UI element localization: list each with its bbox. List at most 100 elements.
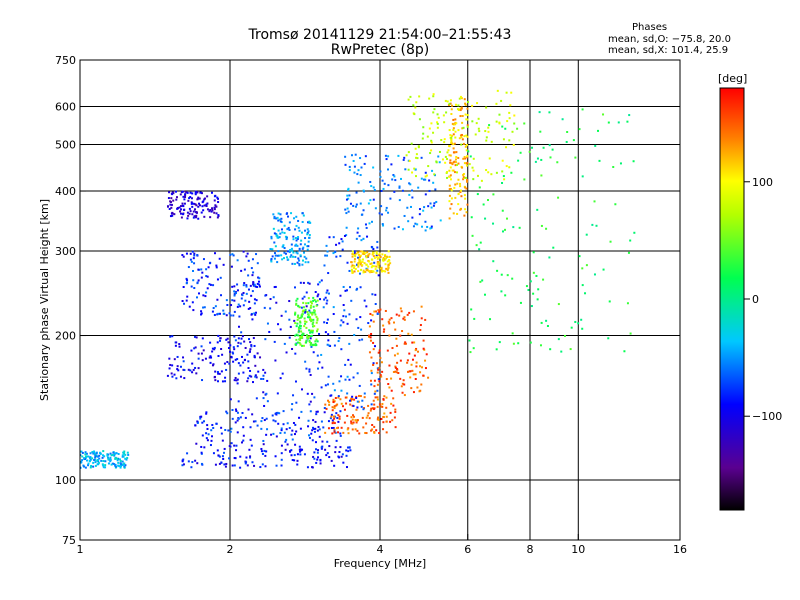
data-point — [477, 117, 480, 120]
data-point — [373, 345, 376, 348]
data-point — [241, 411, 244, 414]
data-point — [283, 224, 286, 227]
data-point — [527, 288, 530, 291]
data-point — [94, 458, 97, 461]
data-point — [253, 355, 256, 358]
data-point — [340, 348, 343, 351]
data-point — [316, 429, 319, 432]
data-point — [609, 240, 612, 243]
data-point — [193, 262, 196, 265]
grid-lines — [80, 60, 680, 540]
data-point — [424, 220, 427, 223]
data-point — [303, 320, 306, 323]
data-point — [328, 344, 331, 347]
data-point — [362, 408, 365, 411]
data-point — [120, 463, 123, 466]
data-point — [450, 136, 453, 139]
data-point — [211, 347, 214, 350]
data-point — [338, 417, 341, 420]
data-point — [197, 292, 200, 295]
data-point — [282, 410, 285, 413]
data-point — [210, 439, 213, 442]
data-point — [334, 397, 337, 400]
data-point — [275, 234, 278, 237]
data-point — [466, 203, 469, 206]
data-point — [296, 453, 299, 456]
data-point — [296, 318, 299, 321]
data-point — [464, 197, 467, 200]
data-point — [191, 371, 194, 374]
data-point — [298, 247, 301, 250]
data-point — [201, 379, 204, 382]
data-point — [387, 265, 390, 268]
data-point — [346, 446, 349, 449]
data-point — [512, 143, 515, 146]
data-point — [426, 135, 429, 138]
data-point — [93, 450, 96, 453]
data-point — [328, 445, 331, 448]
data-point — [284, 310, 287, 313]
data-point — [247, 259, 250, 262]
data-point — [368, 351, 371, 354]
data-point — [324, 384, 327, 387]
data-point — [343, 408, 346, 411]
data-point — [181, 190, 184, 193]
data-point — [359, 263, 362, 266]
data-point — [294, 443, 297, 446]
x-tick-label: 6 — [464, 543, 471, 556]
data-point — [299, 281, 302, 284]
data-point — [351, 271, 354, 274]
data-point — [260, 420, 263, 423]
data-point — [277, 323, 280, 326]
data-point — [291, 347, 294, 350]
data-point — [523, 178, 526, 181]
data-point — [415, 365, 418, 368]
data-point — [244, 416, 247, 419]
data-point — [383, 328, 386, 331]
data-point — [354, 428, 357, 431]
data-point — [210, 210, 213, 213]
data-point — [383, 258, 386, 261]
data-point — [107, 458, 110, 461]
data-point — [373, 265, 376, 268]
data-point — [330, 415, 333, 418]
data-point — [331, 422, 334, 425]
data-point — [326, 452, 329, 455]
data-point — [307, 245, 310, 248]
data-point — [401, 330, 404, 333]
data-point — [339, 432, 342, 435]
data-point — [316, 458, 319, 461]
data-point — [85, 452, 88, 455]
data-point — [466, 114, 469, 117]
data-point — [169, 201, 172, 204]
data-point — [548, 111, 551, 114]
data-point — [373, 310, 376, 313]
data-point — [328, 236, 331, 239]
data-point — [367, 322, 370, 325]
data-point — [283, 247, 286, 250]
data-point — [552, 246, 555, 249]
data-point — [306, 466, 309, 469]
data-point — [565, 140, 568, 143]
data-point — [324, 254, 327, 257]
data-point — [250, 444, 253, 447]
data-point — [196, 296, 199, 299]
data-point — [629, 239, 632, 242]
data-point — [340, 389, 343, 392]
data-point — [383, 254, 386, 257]
data-point — [277, 250, 280, 253]
data-point — [292, 251, 295, 254]
data-point — [288, 336, 291, 339]
data-point — [410, 142, 413, 145]
data-point — [467, 150, 470, 153]
data-point — [308, 368, 311, 371]
data-point — [202, 349, 205, 352]
data-point — [432, 95, 435, 98]
data-point — [415, 101, 418, 104]
data-point — [307, 434, 310, 437]
data-point — [465, 118, 468, 121]
data-point — [127, 453, 130, 456]
data-point — [375, 310, 378, 313]
data-point — [383, 395, 386, 398]
data-point — [303, 325, 306, 328]
